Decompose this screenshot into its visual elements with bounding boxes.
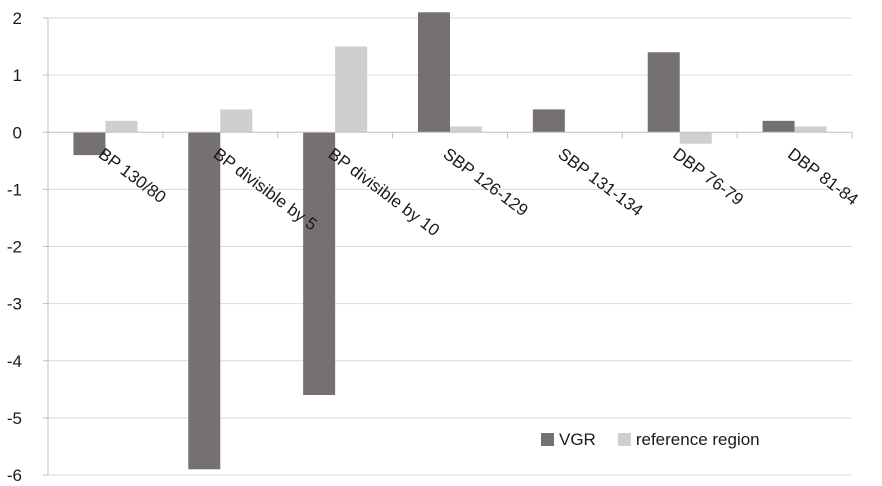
- y-tick-label: 2: [13, 9, 22, 28]
- legend-swatch: [617, 433, 631, 446]
- bar-reference-region: [679, 132, 712, 144]
- bar-reference-region: [220, 109, 253, 133]
- bars: [73, 12, 827, 470]
- category-label: BP 130/80: [95, 144, 170, 207]
- y-tick-label: -5: [7, 409, 22, 428]
- legend-label: VGR: [559, 430, 596, 449]
- legend: VGR reference region: [541, 430, 760, 449]
- bar-vgr: [188, 132, 221, 470]
- legend-swatch: [541, 433, 554, 446]
- category-label: DBP 76-79: [669, 144, 747, 209]
- category-label: SBP 126-129: [440, 144, 532, 220]
- category-label: DBP 81-84: [784, 144, 862, 209]
- y-tick-label: -4: [7, 352, 22, 371]
- category-label: BP divisible by 10: [325, 144, 443, 240]
- y-tick-label: -6: [7, 466, 22, 485]
- bar-vgr: [762, 120, 795, 133]
- y-tick-label: -3: [7, 295, 22, 314]
- bar-vgr: [532, 109, 565, 133]
- bar-reference-region: [450, 126, 482, 133]
- bar-vgr: [73, 132, 106, 156]
- axes: [43, 17, 853, 476]
- legend-label: reference region: [636, 430, 760, 449]
- y-tick-label: -2: [7, 238, 22, 257]
- bar-reference-region: [794, 126, 827, 133]
- bar-vgr: [303, 132, 336, 396]
- bar-vgr: [647, 52, 680, 133]
- y-tick-label: 1: [13, 66, 22, 85]
- bar-reference-region: [335, 46, 368, 133]
- y-tick-label: -1: [7, 180, 22, 199]
- y-axis-tick-labels: 2 1 0 -1 -2 -3 -4 -5 -6: [7, 9, 22, 485]
- bar-reference-region: [105, 120, 138, 133]
- bar-vgr: [418, 12, 450, 133]
- y-tick-label: 0: [13, 123, 22, 142]
- gridlines: [48, 17, 852, 476]
- category-label: SBP 131-134: [554, 144, 646, 220]
